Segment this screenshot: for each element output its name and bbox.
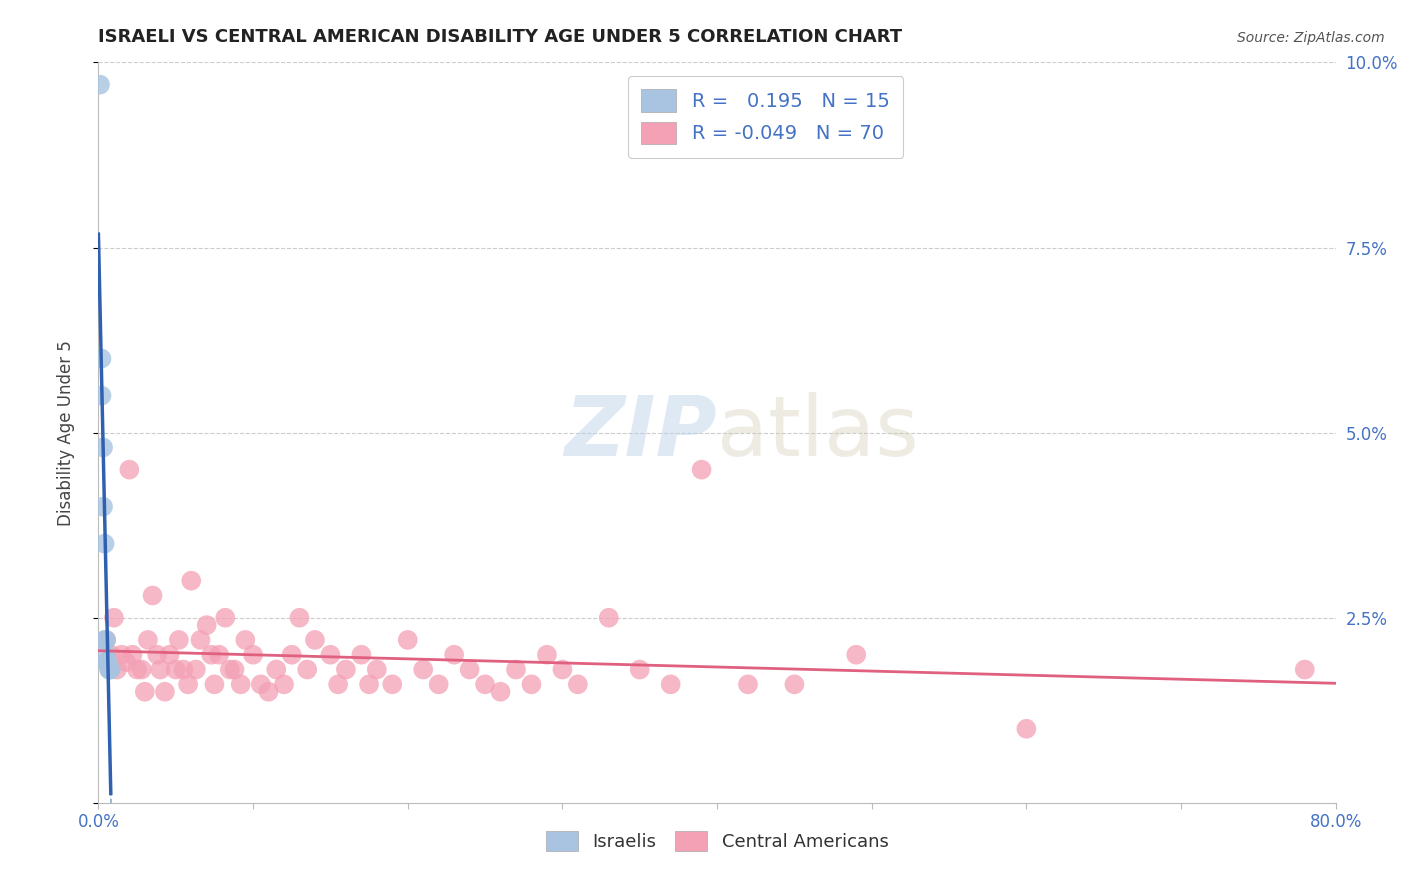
Point [167,632,190,647]
Point [146,648,169,662]
Point [233,632,257,647]
Point [845,648,868,662]
Point [288,610,311,624]
Point [200,648,222,662]
Point [381,677,404,691]
Point [96,655,118,669]
Point [520,677,543,691]
Point [100,663,122,677]
Point [357,677,380,691]
Point [567,677,589,691]
Point [536,648,558,662]
Point [783,677,806,691]
Point [115,655,138,669]
Point [396,632,419,647]
Point [257,685,280,699]
Point [366,663,388,677]
Point [204,677,226,691]
Point [474,677,496,691]
Point [628,663,651,677]
Point [91,441,114,455]
Point [250,677,273,691]
Y-axis label: Disability Age Under 5: Disability Age Under 5 [56,340,75,525]
Point [219,663,242,677]
Point [96,632,118,647]
Point [242,648,264,662]
Point [350,648,373,662]
Point [598,610,620,624]
Point [97,655,120,669]
Point [131,663,153,677]
Point [180,574,202,588]
Point [98,663,121,677]
Legend: Israelis, Central Americans: Israelis, Central Americans [537,822,897,861]
Text: ZIP: ZIP [564,392,717,473]
Point [458,663,481,677]
Text: ISRAELI VS CENTRAL AMERICAN DISABILITY AGE UNDER 5 CORRELATION CHART: ISRAELI VS CENTRAL AMERICAN DISABILITY A… [98,28,903,45]
Point [659,677,682,691]
Point [159,648,181,662]
Point [208,648,231,662]
Point [264,663,288,677]
Point [281,648,304,662]
Point [184,663,207,677]
Point [149,663,172,677]
Point [273,677,295,691]
Point [489,685,512,699]
Point [195,618,218,632]
Point [335,663,357,677]
Point [229,677,252,691]
Point [214,610,236,624]
Point [118,462,141,476]
Point [111,648,132,662]
Point [90,351,112,366]
Point [224,663,246,677]
Point [97,655,120,669]
Point [690,462,713,476]
Point [297,663,319,677]
Point [304,632,326,647]
Point [121,648,143,662]
Point [737,677,759,691]
Point [100,648,122,662]
Point [190,632,212,647]
Point [1294,663,1316,677]
Point [96,632,118,647]
Point [326,677,350,691]
Point [93,536,115,550]
Point [90,388,112,402]
Point [136,632,159,647]
Point [551,663,574,677]
Point [105,663,128,677]
Point [412,663,434,677]
Point [93,632,115,647]
Point [103,610,125,624]
Point [153,685,176,699]
Point [177,677,200,691]
Point [165,663,187,677]
Point [91,500,114,514]
Point [505,663,527,677]
Text: atlas: atlas [717,392,918,473]
Point [89,78,111,92]
Point [98,663,121,677]
Point [443,648,465,662]
Point [141,589,165,603]
Text: Source: ZipAtlas.com: Source: ZipAtlas.com [1237,31,1385,45]
Point [96,648,118,662]
Point [427,677,450,691]
Point [1015,722,1038,736]
Point [172,663,194,677]
Point [127,663,149,677]
Point [134,685,156,699]
Point [319,648,342,662]
